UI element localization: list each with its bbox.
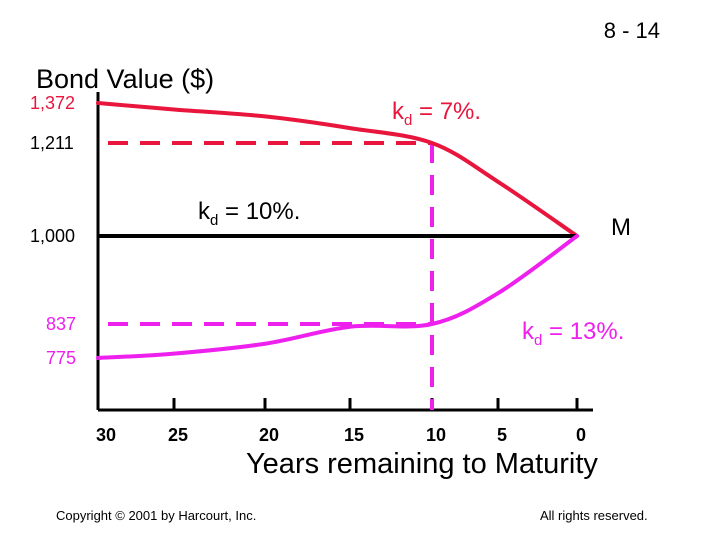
- series-label-main: k: [392, 98, 404, 125]
- series-label-sub: d: [210, 211, 219, 229]
- series-label-main: k: [198, 198, 210, 225]
- series-label-tail: = 13%.: [542, 318, 625, 345]
- series-label-sub: d: [534, 331, 543, 349]
- y-tick-label-775: 775: [46, 348, 77, 368]
- x-tick-label-20: 20: [258, 425, 280, 445]
- x-axis-title: Years remaining to Maturity: [246, 448, 598, 480]
- series-label-main: k: [522, 318, 534, 345]
- series-label-sub: d: [404, 111, 413, 129]
- x-tick-label-0: 0: [575, 425, 587, 445]
- y-tick-label-1372: 1,372: [30, 93, 76, 113]
- x-tick-label-25: 25: [167, 425, 189, 445]
- series-label-kd13: kd = 13%.: [522, 318, 624, 349]
- rights-notice: All rights reserved.: [540, 508, 648, 523]
- series-line-kd7: [96, 101, 579, 238]
- maturity-annotation: M: [611, 214, 631, 241]
- y-tick-label-1000: 1,000: [30, 226, 76, 246]
- copyright-notice: Copyright © 2001 by Harcourt, Inc.: [56, 508, 257, 523]
- x-tick-label-30: 30: [95, 425, 117, 445]
- series-line-kd13: [96, 234, 579, 360]
- slide-number: 8 - 14: [603, 18, 660, 43]
- y-tick-label-837: 837: [46, 314, 77, 334]
- series-label-tail: = 7%.: [412, 98, 482, 125]
- x-tick-label-15: 15: [343, 425, 365, 445]
- series-label-kd10: kd = 10%.: [198, 198, 300, 229]
- series-label-kd7: kd = 7%.: [392, 98, 481, 129]
- y-tick-label-1211: 1,211: [30, 133, 74, 153]
- y-axis-title: Bond Value ($): [36, 64, 215, 94]
- x-tick-label-10: 10: [425, 425, 447, 445]
- x-tick-label-5: 5: [496, 425, 508, 445]
- series-label-tail: = 10%.: [218, 198, 301, 225]
